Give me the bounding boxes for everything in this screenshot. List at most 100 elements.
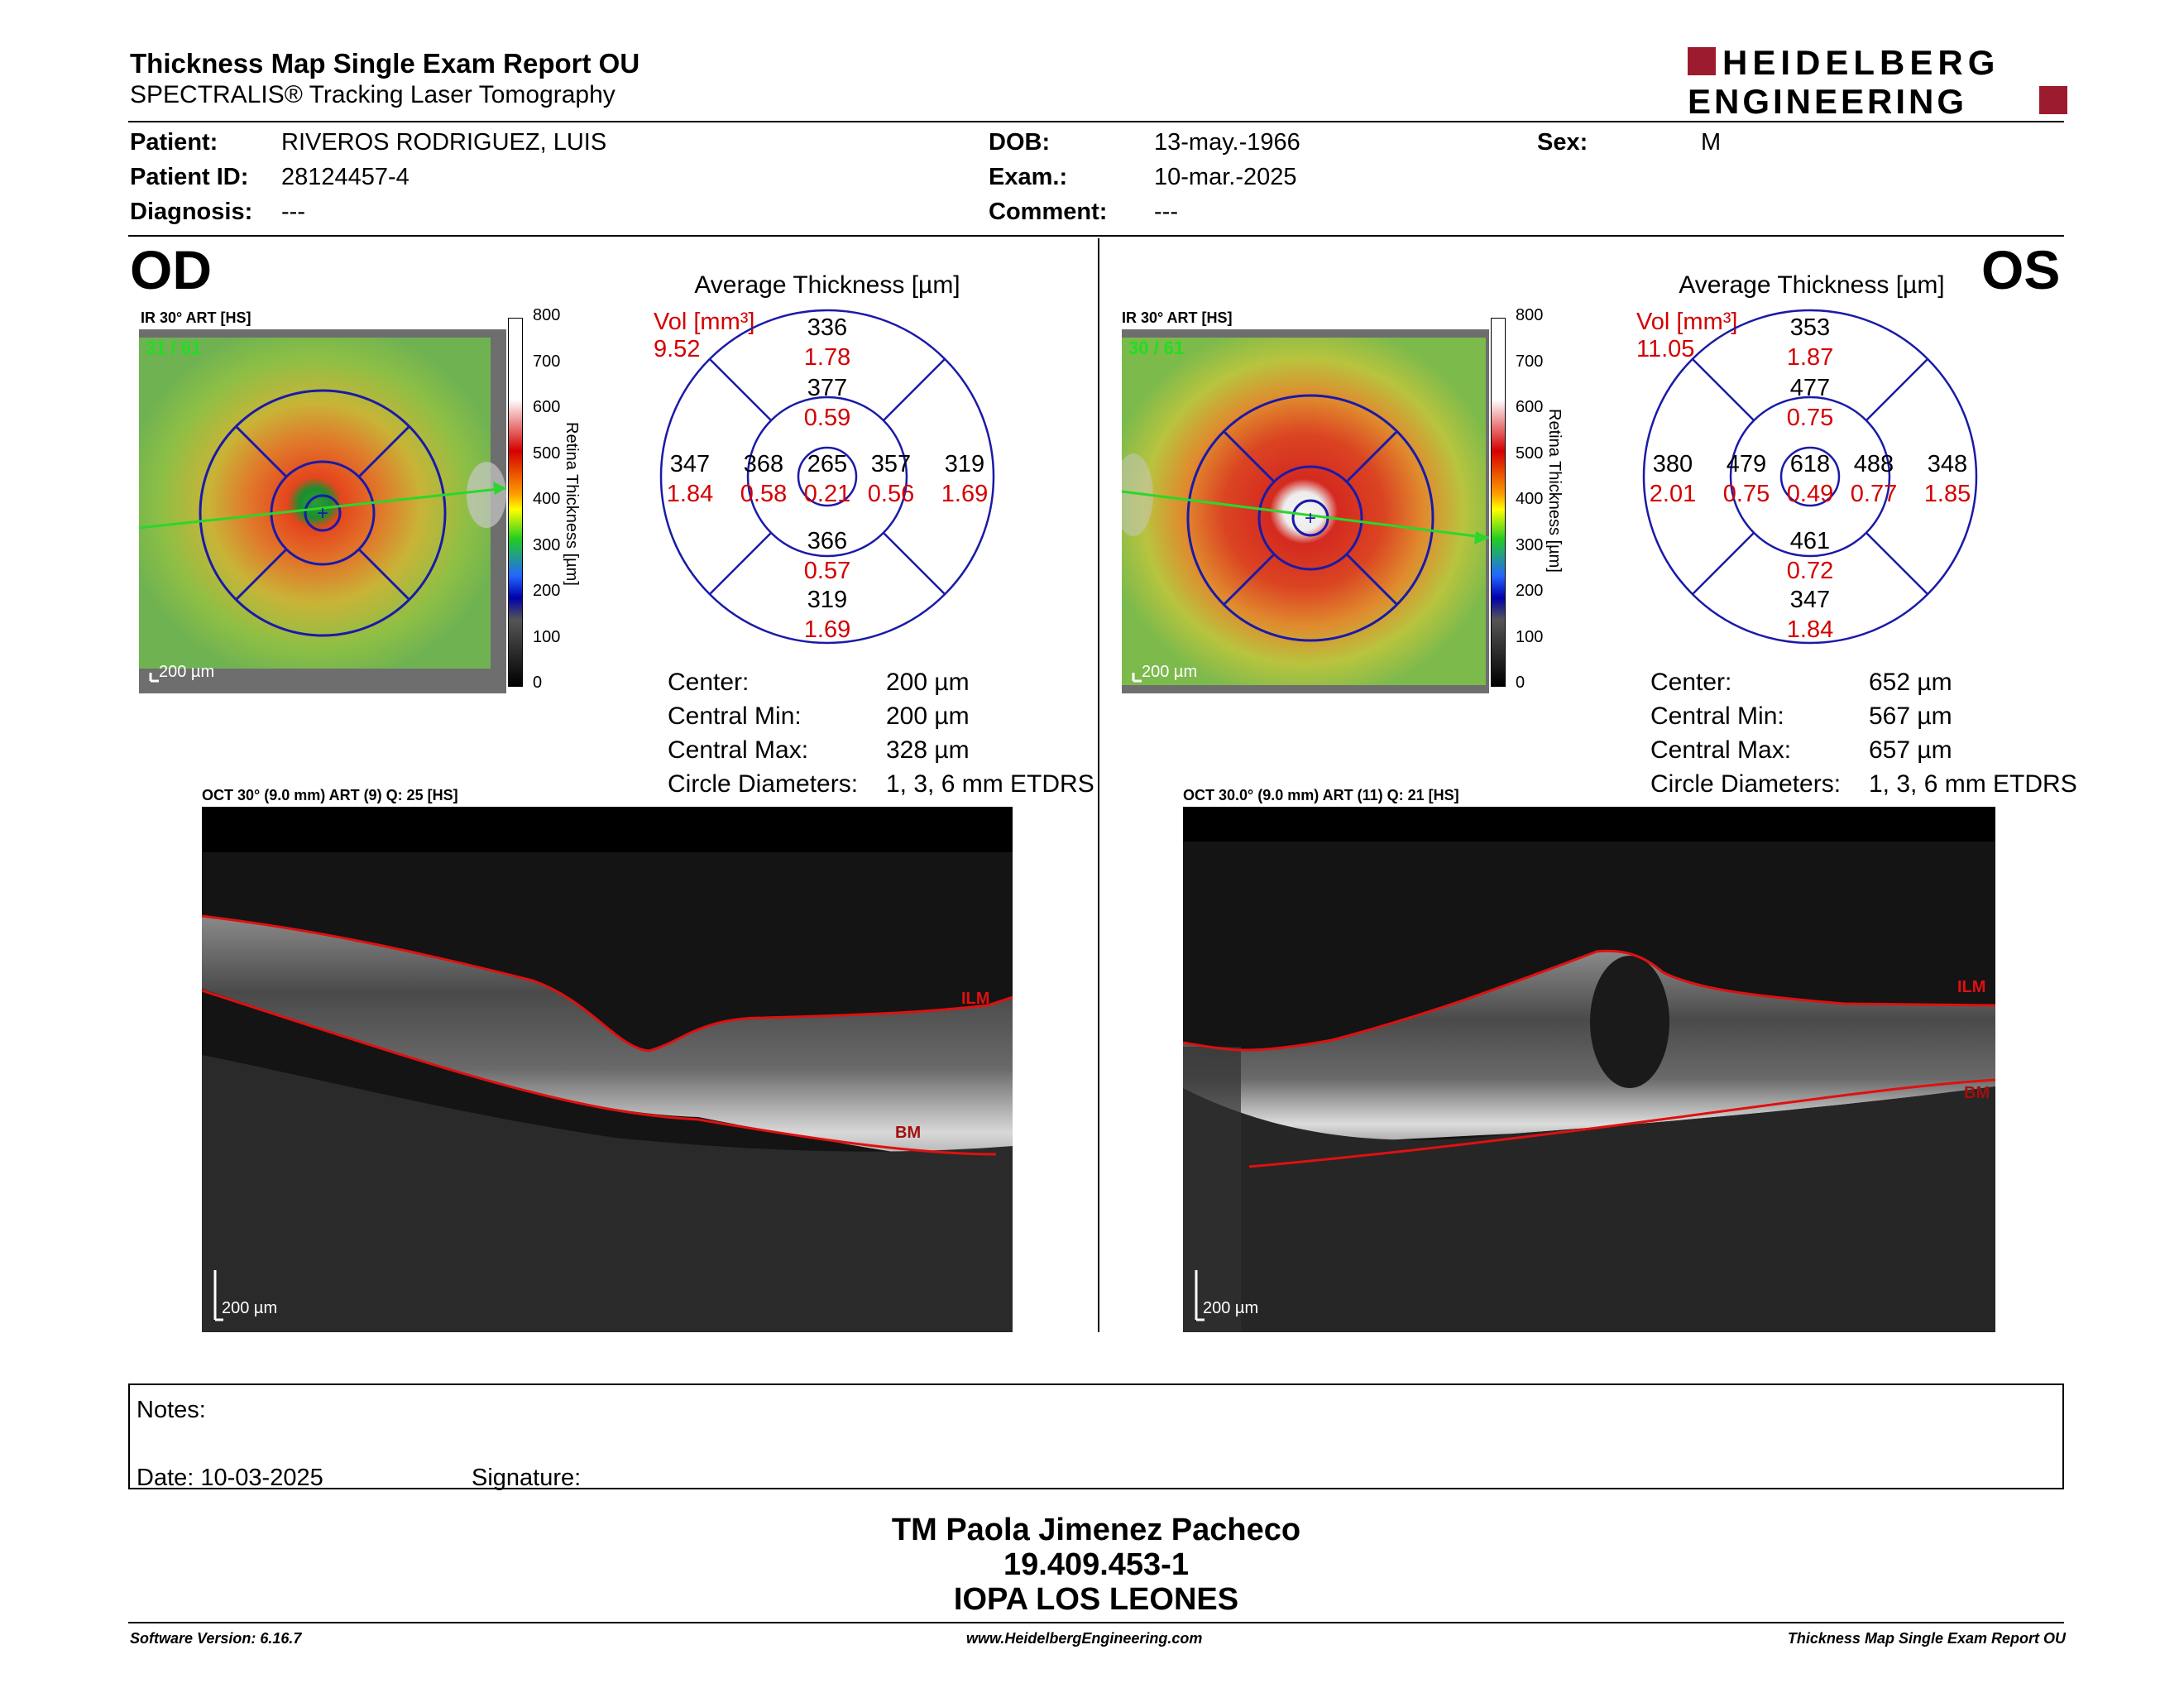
colorbar-tick: 400: [1516, 490, 1544, 508]
footer-report-name: Thickness Map Single Exam Report OU: [1787, 1630, 2066, 1647]
etdrs-sector-inner-tmp-os: 488 0.77: [1841, 449, 1907, 509]
etdrs-sector-outer-nas-os: 380 2.01: [1640, 449, 1706, 509]
stat-label: Center:: [668, 669, 750, 696]
oct-label-od: OCT 30° (9.0 mm) ART (9) Q: 25 [HS]: [202, 787, 458, 803]
oct-label-os: OCT 30.0° (9.0 mm) ART (11) Q: 21 [HS]: [1183, 787, 1459, 803]
comment-label: Comment:: [989, 199, 1108, 225]
colorbar-title-od: Retina Thickness [µm]: [563, 422, 581, 586]
stat-value: 567 µm: [1869, 703, 1952, 730]
sector-thickness: 357: [870, 451, 912, 477]
svg-text:ENGINEERING: ENGINEERING: [1688, 82, 1967, 121]
vol-value-os: 11.05: [1636, 336, 1695, 362]
heidelberg-logo: HEIDELBERG ENGINEERING: [1688, 43, 2067, 121]
etdrs-sector-outer-inf-od: 319 1.69: [794, 585, 860, 645]
oct-bscan-os: ILM BM 200 µm: [1183, 807, 1995, 1332]
report-subtitle: SPECTRALIS® Tracking Laser Tomography: [130, 81, 615, 108]
stat-label: Circle Diameters:: [668, 770, 859, 798]
sector-volume: 1.85: [1923, 481, 1971, 507]
stat-value: 1, 3, 6 mm ETDRS: [886, 770, 1094, 798]
avg-title-od: Average Thickness [µm]: [694, 271, 960, 299]
sector-volume: 1.87: [1786, 344, 1834, 371]
sector-thickness: 380: [1652, 451, 1693, 477]
oct-scale-os: 200 µm: [1203, 1299, 1258, 1317]
avg-title-os: Average Thickness [µm]: [1679, 271, 1945, 299]
eye-label-os: OS: [1981, 239, 2061, 300]
sector-thickness: 477: [1789, 375, 1831, 401]
ilm-label-od: ILM: [961, 990, 989, 1008]
sector-thickness: 353: [1789, 314, 1831, 341]
colorbar-od: [508, 318, 523, 687]
oct-scale-od: 200 µm: [222, 1299, 277, 1317]
stat-label: Central Min:: [1650, 703, 1784, 730]
colorbar-tick: 700: [533, 352, 561, 371]
colorbar-tick: 600: [1516, 398, 1544, 416]
comment-value: ---: [1154, 199, 1178, 225]
sector-volume: 0.75: [1722, 481, 1770, 507]
sector-volume: 0.49: [1786, 481, 1834, 507]
stat-label: Central Max:: [668, 736, 809, 764]
colorbar-tick: 500: [1516, 444, 1544, 463]
software-version: Software Version: 6.16.7: [130, 1630, 302, 1647]
colorbar-tick: 100: [1516, 627, 1544, 646]
stat-value: 200 µm: [886, 669, 970, 696]
ir-label-os: IR 30° ART [HS]: [1122, 309, 1233, 326]
exam-value: 10-mar.-2025: [1154, 164, 1297, 190]
etdrs-sector-inner-nas-od: 368 0.58: [730, 449, 797, 509]
sector-thickness: 347: [1789, 587, 1831, 613]
notes-label: Notes:: [136, 1397, 206, 1423]
colorbar-tick: 600: [533, 398, 561, 416]
frame-counter-os: 30 / 61: [1128, 338, 1184, 358]
colorbar-tick: 0: [533, 674, 543, 692]
etdrs-sector-outer-sup-os: 353 1.87: [1777, 313, 1843, 372]
sector-volume: 0.75: [1786, 405, 1834, 431]
vol-value-od: 9.52: [654, 336, 701, 362]
colorbar-tick: 200: [533, 582, 561, 600]
colorbar-tick: 300: [533, 535, 561, 554]
sector-volume: 1.78: [803, 344, 851, 371]
etdrs-sector-outer-nas-od: 347 1.84: [657, 449, 723, 509]
bm-label-os: BM: [1964, 1084, 1990, 1102]
thickness-map-od: + 31 / 61 200 µm: [139, 329, 506, 693]
colorbar-tick: 400: [533, 490, 561, 508]
signer-id: 19.409.453-1: [1003, 1547, 1189, 1582]
sex-label: Sex:: [1537, 129, 1588, 156]
signer-org: IOPA LOS LEONES: [953, 1582, 1239, 1617]
bm-label-od: BM: [895, 1124, 921, 1142]
sector-volume: 2.01: [1649, 481, 1697, 507]
scale-bar-od: 200 µm: [159, 663, 214, 681]
etdrs-sector-outer-tmp-od: 319 1.69: [932, 449, 998, 509]
sector-thickness: 366: [807, 528, 848, 554]
sex-value: M: [1701, 129, 1722, 156]
etdrs-sector-inner-tmp-od: 357 0.56: [858, 449, 924, 509]
website-link[interactable]: www.HeidelbergEngineering.com: [966, 1630, 1203, 1647]
colorbar-tick: 0: [1516, 674, 1525, 692]
scale-bar-os: 200 µm: [1142, 663, 1197, 681]
stat-label: Central Max:: [1650, 736, 1792, 764]
etdrs-sector-inner-sup-od: 377 0.59: [794, 373, 860, 433]
sector-thickness: 319: [944, 451, 985, 477]
colorbar-tick: 100: [533, 627, 561, 646]
sector-thickness: 488: [1853, 451, 1894, 477]
colorbar-tick: 700: [1516, 352, 1544, 371]
sector-volume: 0.58: [740, 481, 788, 507]
sector-volume: 0.56: [867, 481, 915, 507]
svg-text:HEIDELBERG: HEIDELBERG: [1722, 43, 2000, 82]
etdrs-sector-inner-sup-os: 477 0.75: [1777, 373, 1843, 433]
sector-volume: 0.21: [803, 481, 851, 507]
eye-label-od: OD: [130, 239, 212, 300]
signature-label: Signature:: [472, 1465, 582, 1491]
signer-name: TM Paola Jimenez Pacheco: [891, 1513, 1301, 1547]
eye-divider: [1098, 238, 1099, 1332]
vol-label-os: Vol [mm³]: [1636, 309, 1738, 335]
stat-label: Central Min:: [668, 703, 802, 730]
notes-box[interactable]: [128, 1383, 2064, 1489]
dob-value: 13-may.-1966: [1154, 129, 1300, 156]
sector-volume: 0.77: [1850, 481, 1898, 507]
patient-label: Patient:: [130, 129, 218, 156]
colorbar-tick: 200: [1516, 582, 1544, 600]
etdrs-sector-inner-inf-od: 366 0.57: [794, 526, 860, 586]
stat-value: 652 µm: [1869, 669, 1952, 696]
sector-thickness: 368: [743, 451, 784, 477]
sector-thickness: 336: [807, 314, 848, 341]
vol-label-od: Vol [mm³]: [654, 309, 755, 335]
